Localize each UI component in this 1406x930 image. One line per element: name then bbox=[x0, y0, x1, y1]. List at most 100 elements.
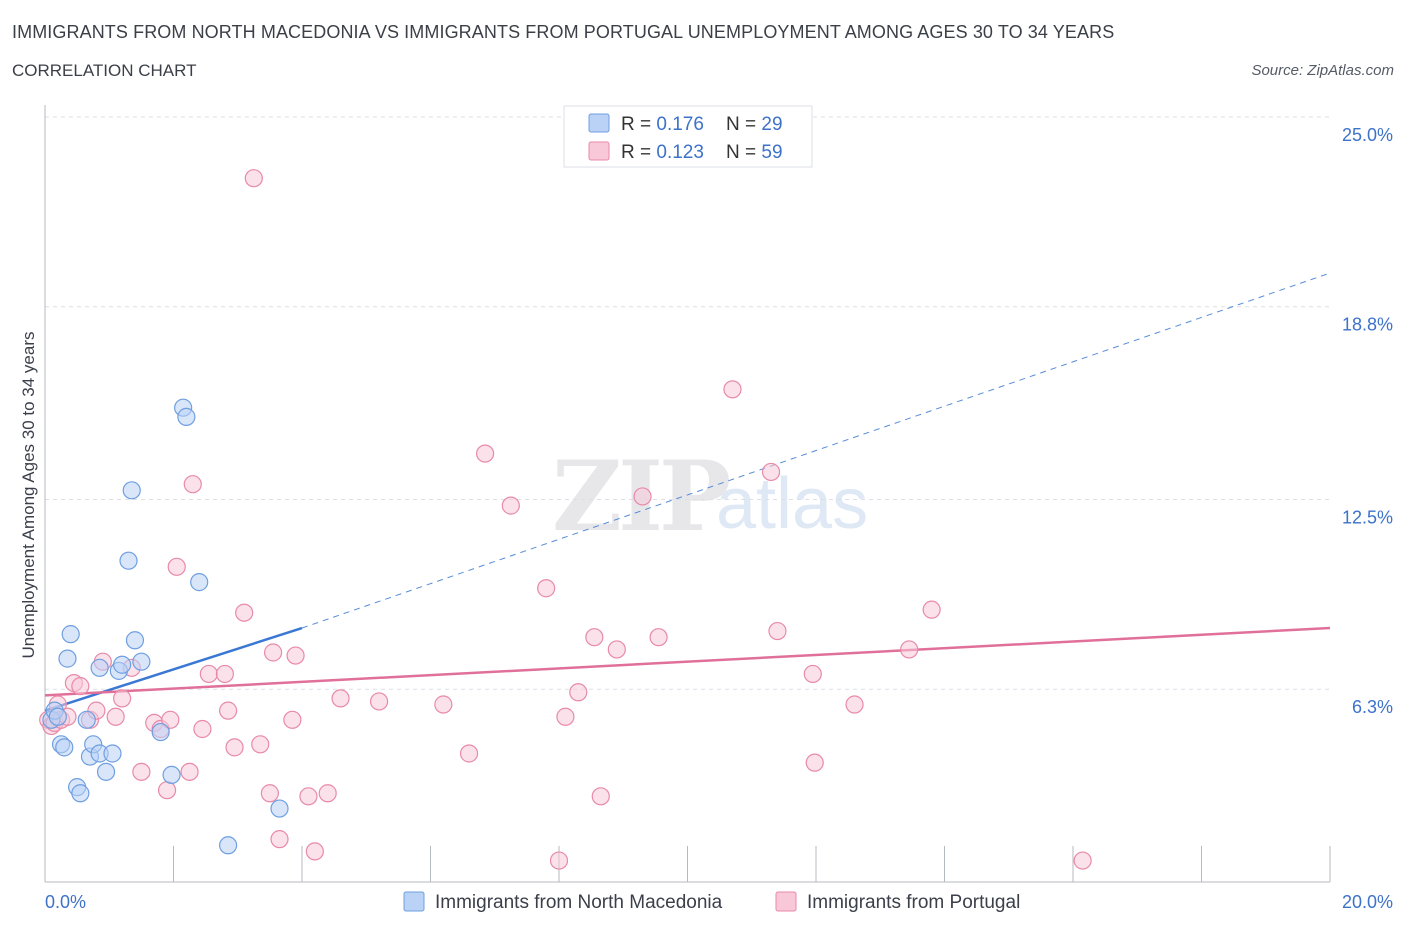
legend-label-portugal: Immigrants from Portugal bbox=[807, 892, 1020, 913]
point-north-macedonia-27 bbox=[219, 836, 238, 855]
point-north-macedonia-20 bbox=[125, 631, 145, 650]
point-north-macedonia-4 bbox=[55, 738, 74, 757]
point-north-macedonia-6 bbox=[61, 625, 80, 644]
point-portugal-48 bbox=[585, 628, 604, 647]
legend-swatch-portugal bbox=[775, 891, 797, 912]
point-portugal-49 bbox=[591, 787, 610, 806]
point-portugal-44 bbox=[537, 579, 556, 598]
point-portugal-30 bbox=[260, 784, 279, 803]
point-portugal-17 bbox=[157, 781, 177, 800]
point-portugal-52 bbox=[649, 628, 668, 647]
point-portugal-26 bbox=[225, 738, 244, 757]
point-portugal-20 bbox=[180, 762, 199, 781]
point-portugal-58 bbox=[845, 695, 864, 714]
x-tick-label-min: 0.0% bbox=[45, 892, 86, 912]
point-portugal-50 bbox=[607, 640, 626, 659]
trend-line-north-macedonia bbox=[44, 626, 303, 712]
point-portugal-53 bbox=[723, 380, 742, 399]
point-north-macedonia-28 bbox=[270, 799, 289, 818]
stats-n-label-2: N = bbox=[726, 142, 761, 163]
point-north-macedonia-22 bbox=[151, 722, 170, 742]
legend-swatch-north-macedonia bbox=[403, 891, 425, 912]
point-portugal-47 bbox=[569, 683, 588, 702]
point-portugal-32 bbox=[270, 830, 289, 849]
point-portugal-14 bbox=[132, 762, 151, 781]
stats-r-value-1: 0.176 bbox=[656, 114, 704, 135]
axes bbox=[44, 105, 1331, 883]
chart-title: IMMIGRANTS FROM NORTH MACEDONIA VS IMMIG… bbox=[12, 22, 1115, 42]
point-portugal-35 bbox=[299, 787, 318, 806]
point-north-macedonia-9 bbox=[77, 710, 96, 729]
stats-r-label-1: R = bbox=[621, 114, 656, 135]
point-portugal-57 bbox=[805, 753, 824, 772]
trend-line-north-macedonia-extrapolated bbox=[301, 272, 1331, 629]
stats-legend-blue-swatch bbox=[588, 113, 610, 133]
point-portugal-59 bbox=[900, 640, 919, 659]
point-portugal-46 bbox=[556, 707, 575, 726]
point-portugal-34 bbox=[286, 646, 305, 665]
point-portugal-43 bbox=[501, 496, 520, 515]
point-north-macedonia-2 bbox=[48, 707, 67, 726]
point-north-macedonia-8 bbox=[71, 784, 90, 803]
point-north-macedonia-14 bbox=[96, 762, 116, 781]
point-north-macedonia-18 bbox=[119, 551, 138, 570]
stats-legend: R = 0.176 N = 29 R = 0.123 N = 59 bbox=[563, 105, 813, 168]
point-portugal-36 bbox=[305, 842, 324, 861]
stats-n-value-2: 59 bbox=[761, 142, 782, 163]
point-north-macedonia-15 bbox=[103, 744, 122, 763]
point-north-macedonia-19 bbox=[122, 481, 141, 500]
point-portugal-23 bbox=[199, 664, 218, 684]
y-tick-label-1: 12.5% bbox=[1342, 508, 1393, 528]
point-portugal-41 bbox=[459, 744, 479, 763]
y-tick-label-2: 18.8% bbox=[1342, 315, 1393, 335]
point-portugal-12 bbox=[112, 689, 132, 708]
point-portugal-39 bbox=[370, 692, 389, 711]
point-portugal-38 bbox=[331, 689, 350, 708]
point-portugal-61 bbox=[1073, 851, 1092, 870]
point-portugal-28 bbox=[244, 169, 263, 188]
point-north-macedonia-5 bbox=[58, 649, 77, 668]
point-north-macedonia-26 bbox=[190, 573, 209, 592]
point-portugal-18 bbox=[161, 710, 180, 729]
point-portugal-7 bbox=[71, 677, 90, 696]
tick-labels: 6.3% 12.5% 18.8% 25.0% 0.0% 20.0% bbox=[45, 125, 1393, 912]
point-north-macedonia-17 bbox=[112, 655, 132, 674]
point-north-macedonia-25 bbox=[177, 407, 196, 426]
point-portugal-19 bbox=[167, 557, 186, 576]
point-portugal-31 bbox=[263, 643, 283, 662]
y-axis-label: Unemployment Among Ages 30 to 34 years bbox=[19, 332, 38, 659]
svg-text:R = 0.123: R = 0.123 bbox=[621, 142, 704, 163]
y-tick-label-0: 6.3% bbox=[1352, 697, 1393, 717]
y-tick-label-3: 25.0% bbox=[1342, 125, 1393, 145]
point-north-macedonia-13 bbox=[90, 658, 109, 677]
stats-r-label-2: R = bbox=[621, 142, 656, 163]
watermark-atlas: atlas bbox=[716, 464, 868, 544]
point-portugal-11 bbox=[106, 707, 125, 726]
point-portugal-45 bbox=[549, 851, 569, 870]
point-portugal-42 bbox=[476, 444, 495, 463]
point-portugal-54 bbox=[761, 462, 781, 482]
trend-line-portugal bbox=[44, 626, 1331, 697]
point-north-macedonia-23 bbox=[162, 765, 181, 785]
point-portugal-29 bbox=[251, 735, 270, 754]
stats-n-value-1: 29 bbox=[761, 114, 782, 135]
source-credit: Source: ZipAtlas.com bbox=[1251, 62, 1394, 79]
x-tick-label-max: 20.0% bbox=[1342, 892, 1393, 912]
stats-legend-pink-swatch bbox=[588, 141, 610, 161]
stats-r-value-2: 0.123 bbox=[656, 142, 704, 163]
point-north-macedonia-21 bbox=[132, 652, 151, 671]
legend-label-north-macedonia: Immigrants from North Macedonia bbox=[435, 892, 723, 913]
point-portugal-51 bbox=[633, 487, 652, 506]
stats-n-label-1: N = bbox=[726, 114, 761, 135]
point-portugal-25 bbox=[219, 701, 238, 720]
point-portugal-24 bbox=[215, 664, 234, 684]
svg-text:N = 29: N = 29 bbox=[726, 114, 783, 135]
data-points bbox=[39, 169, 1092, 870]
point-portugal-40 bbox=[434, 695, 453, 714]
grid bbox=[45, 116, 1330, 690]
point-portugal-21 bbox=[183, 475, 202, 494]
svg-text:N = 59: N = 59 bbox=[726, 142, 783, 163]
point-portugal-55 bbox=[768, 621, 787, 641]
point-portugal-37 bbox=[318, 784, 337, 803]
